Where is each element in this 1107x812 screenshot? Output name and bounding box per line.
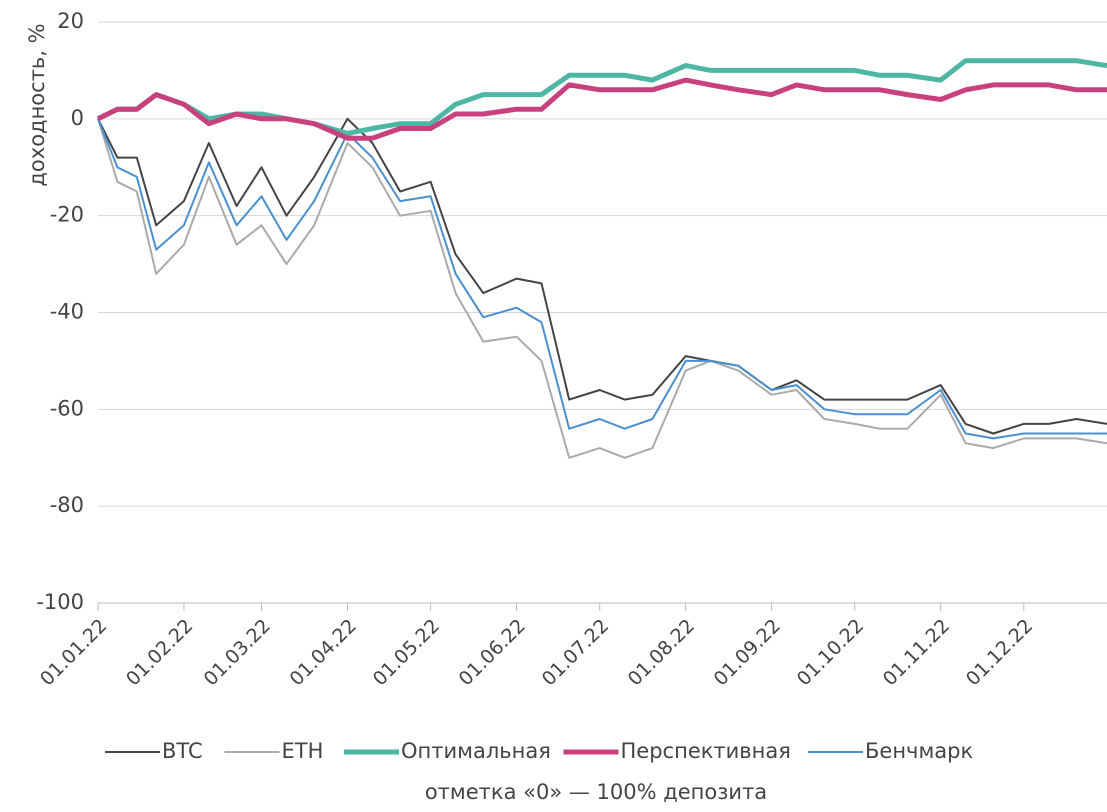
x-tick-label: 01.04.22 — [286, 615, 361, 690]
x-tick-label: 01.06.22 — [455, 615, 530, 690]
series-line — [96, 77, 1107, 141]
x-tick-label: 01.09.22 — [710, 615, 785, 690]
legend-label: Перспективная — [621, 739, 791, 763]
x-tick-label: 01.10.22 — [793, 615, 868, 690]
y-axis-label: доходность, % — [25, 23, 49, 186]
series-line — [97, 117, 1107, 435]
x-tick-label: 01.05.22 — [369, 615, 444, 690]
y-tick-label: -40 — [50, 300, 84, 324]
legend-label: ETH — [282, 739, 324, 763]
series-line — [97, 118, 1107, 459]
legend-label: BTC — [162, 739, 203, 763]
x-tick-label: 01.08.22 — [624, 615, 699, 690]
x-tick-label: 01.11.22 — [879, 615, 954, 690]
legend-label: Бенчмарк — [865, 739, 973, 763]
y-tick-label: 20 — [57, 9, 84, 33]
y-tick-label: 0 — [71, 106, 84, 130]
x-tick-label: 01.02.22 — [122, 615, 197, 690]
legend-label: Оптимальная — [401, 739, 551, 763]
y-tick-label: -80 — [50, 493, 84, 517]
x-tick-label: 01.01.22 — [36, 615, 111, 690]
series-line — [97, 118, 1107, 440]
y-tick-label: -60 — [50, 396, 84, 420]
x-tick-label: 01.07.22 — [538, 615, 613, 690]
x-tick-label: 01.03.22 — [200, 615, 275, 690]
y-tick-label: -100 — [36, 590, 84, 614]
note: отметка «0» — 100% депозита — [425, 780, 767, 804]
x-tick-label: 01.12.22 — [962, 615, 1037, 690]
y-tick-label: -20 — [50, 203, 84, 227]
series-line — [96, 58, 1107, 136]
